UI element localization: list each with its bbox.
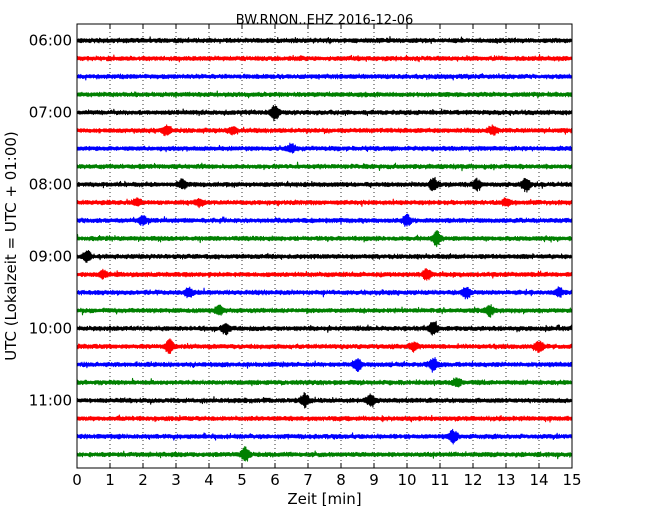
y-tick-label: 11:00 bbox=[29, 392, 72, 410]
y-axis-label: UTC (Lokalzeit = UTC + 01:00) bbox=[2, 131, 20, 361]
seismic-traces bbox=[76, 35, 573, 462]
x-tick-label: 14 bbox=[529, 471, 548, 489]
trace-0715 bbox=[76, 124, 573, 137]
trace-1100 bbox=[76, 392, 573, 409]
x-tick-label: 15 bbox=[562, 471, 581, 489]
y-axis-ticks: 06:00 07:00 08:00 09:00 10:00 11:00 bbox=[29, 32, 82, 410]
trace-1045 bbox=[76, 377, 573, 388]
x-tick-label: 9 bbox=[369, 471, 379, 489]
trace-0745 bbox=[76, 161, 573, 172]
x-tick-label: 3 bbox=[171, 471, 181, 489]
trace-0730 bbox=[76, 142, 573, 154]
x-tick-label: 5 bbox=[237, 471, 247, 489]
trace-1115 bbox=[76, 414, 573, 423]
y-tick-label: 07:00 bbox=[29, 104, 72, 122]
x-tick-label: 2 bbox=[138, 471, 148, 489]
x-tick-label: 13 bbox=[496, 471, 515, 489]
trace-0830 bbox=[76, 213, 573, 227]
x-tick-label: 12 bbox=[463, 471, 482, 489]
x-tick-label: 7 bbox=[303, 471, 313, 489]
trace-1015 bbox=[76, 338, 573, 354]
chart-title: BW.RNON..EHZ 2016-12-06 bbox=[236, 13, 414, 28]
trace-1145 bbox=[76, 446, 573, 462]
plot-frame bbox=[76, 23, 573, 469]
trace-0900 bbox=[76, 250, 573, 264]
trace-0615 bbox=[76, 54, 573, 63]
x-tick-label: 0 bbox=[72, 471, 82, 489]
y-tick-label: 08:00 bbox=[29, 176, 72, 194]
trace-0800 bbox=[76, 176, 573, 193]
y-tick-label: 09:00 bbox=[29, 248, 72, 266]
x-tick-label: 1 bbox=[105, 471, 115, 489]
trace-0945 bbox=[76, 304, 573, 318]
trace-0930 bbox=[76, 286, 573, 300]
trace-0915 bbox=[76, 268, 573, 281]
x-tick-label: 10 bbox=[397, 471, 416, 489]
x-axis-label: Zeit [min] bbox=[287, 490, 361, 508]
x-tick-label: 8 bbox=[336, 471, 346, 489]
trace-1000 bbox=[76, 320, 573, 336]
trace-1030 bbox=[76, 357, 573, 373]
x-tick-label: 6 bbox=[270, 471, 280, 489]
trace-0630 bbox=[76, 73, 573, 81]
x-tick-label: 4 bbox=[204, 471, 214, 489]
trace-0815 bbox=[76, 197, 573, 209]
trace-0845 bbox=[76, 230, 573, 248]
y-tick-label: 06:00 bbox=[29, 32, 72, 50]
trace-1130 bbox=[76, 428, 573, 445]
x-axis-ticks: 0 1 2 3 4 5 6 7 8 9 10 11 12 13 14 15 bbox=[72, 24, 582, 489]
trace-0700 bbox=[76, 105, 573, 122]
y-tick-label: 10:00 bbox=[29, 320, 72, 338]
trace-0600 bbox=[76, 35, 573, 45]
trace-0645 bbox=[76, 90, 573, 99]
x-tick-label: 11 bbox=[430, 471, 449, 489]
